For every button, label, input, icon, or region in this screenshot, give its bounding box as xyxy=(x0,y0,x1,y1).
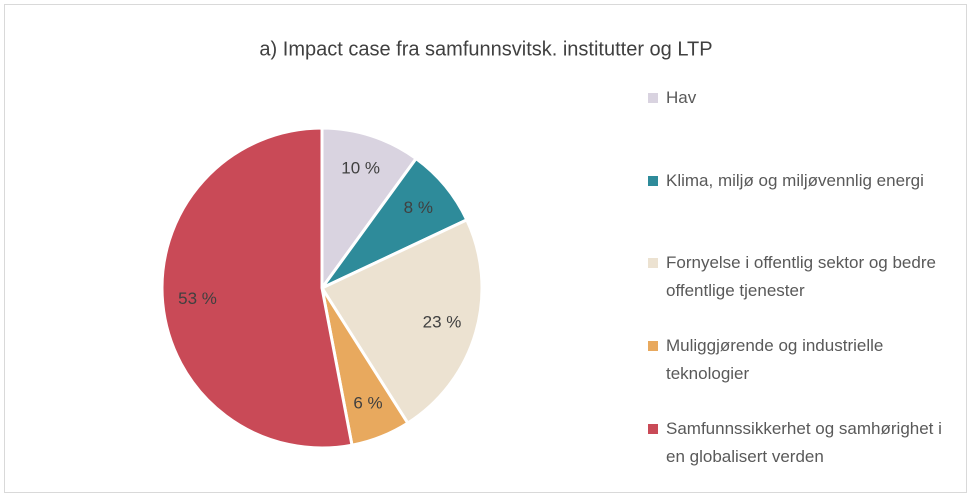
pie-slice xyxy=(160,126,354,450)
data-label: 23 % xyxy=(423,312,462,331)
chart-title: a) Impact case fra samfunnsvitsk. instit… xyxy=(259,38,712,60)
legend-entry: Klima, miljø og miljøvennlig energi xyxy=(648,167,968,195)
legend-swatch xyxy=(648,258,658,268)
pie-slice xyxy=(319,217,484,426)
legend-label: Muliggjørende og industrielle teknologie… xyxy=(666,336,884,383)
legend-label: Hav xyxy=(666,88,697,107)
data-label: 10 % xyxy=(341,159,380,178)
legend-entry: Hav xyxy=(648,84,968,112)
legend-swatch xyxy=(648,93,658,103)
legend-swatch xyxy=(648,176,658,186)
legend-entry: Samfunnssikkerhet og samhørighet i en gl… xyxy=(648,415,968,471)
legend-entry: Fornyelse i offentlig sektor og bedre of… xyxy=(648,249,968,305)
pie-slice xyxy=(320,126,419,293)
legend-label: Samfunnssikkerhet og samhørighet i en gl… xyxy=(666,419,942,466)
legend-swatch xyxy=(648,424,658,434)
frame xyxy=(4,4,967,493)
data-label: 6 % xyxy=(353,394,382,413)
data-label: 8 % xyxy=(404,198,433,217)
data-label: 53 % xyxy=(178,289,217,308)
legend-label: Klima, miljø og miljøvennlig energi xyxy=(666,171,924,190)
legend-label: Fornyelse i offentlig sektor og bedre of… xyxy=(666,253,936,300)
legend-swatch xyxy=(648,341,658,351)
legend-entry: Muliggjørende og industrielle teknologie… xyxy=(648,332,968,388)
